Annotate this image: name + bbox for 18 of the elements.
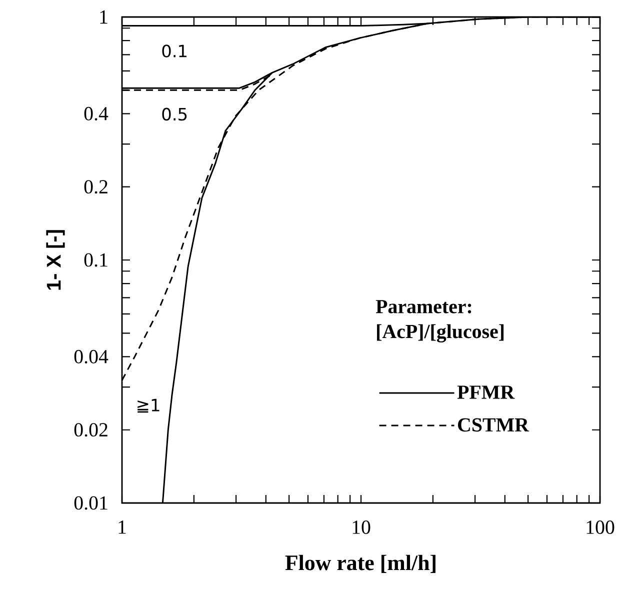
y-tick-label: 0.02: [74, 423, 108, 437]
legend-label: PFMR: [457, 386, 515, 399]
x-axis-title: Flow rate [ml/h]: [285, 554, 436, 573]
y-tick-label: 0.4: [84, 106, 108, 120]
y-axis-title: 1- X [-]: [46, 230, 65, 290]
annotation: ≧1: [138, 398, 160, 413]
y-tick-label: 0.1: [84, 253, 108, 267]
legend-label: CSTMR: [458, 418, 530, 432]
y-tick-label: 0.04: [74, 350, 108, 364]
x-tick-label: 10: [352, 520, 370, 534]
x-tick-label: 1: [118, 520, 126, 534]
y-tick-label: 0.01: [74, 496, 108, 510]
y-tick-label: 1: [100, 10, 108, 24]
legend-title: Parameter: [AcP]/[glucose]: [376, 300, 504, 342]
y-tick-label: 0.2: [84, 180, 108, 194]
annotation: 0.1: [162, 44, 186, 58]
x-tick-label: 100: [586, 520, 614, 534]
annotation: 0.5: [162, 108, 187, 121]
